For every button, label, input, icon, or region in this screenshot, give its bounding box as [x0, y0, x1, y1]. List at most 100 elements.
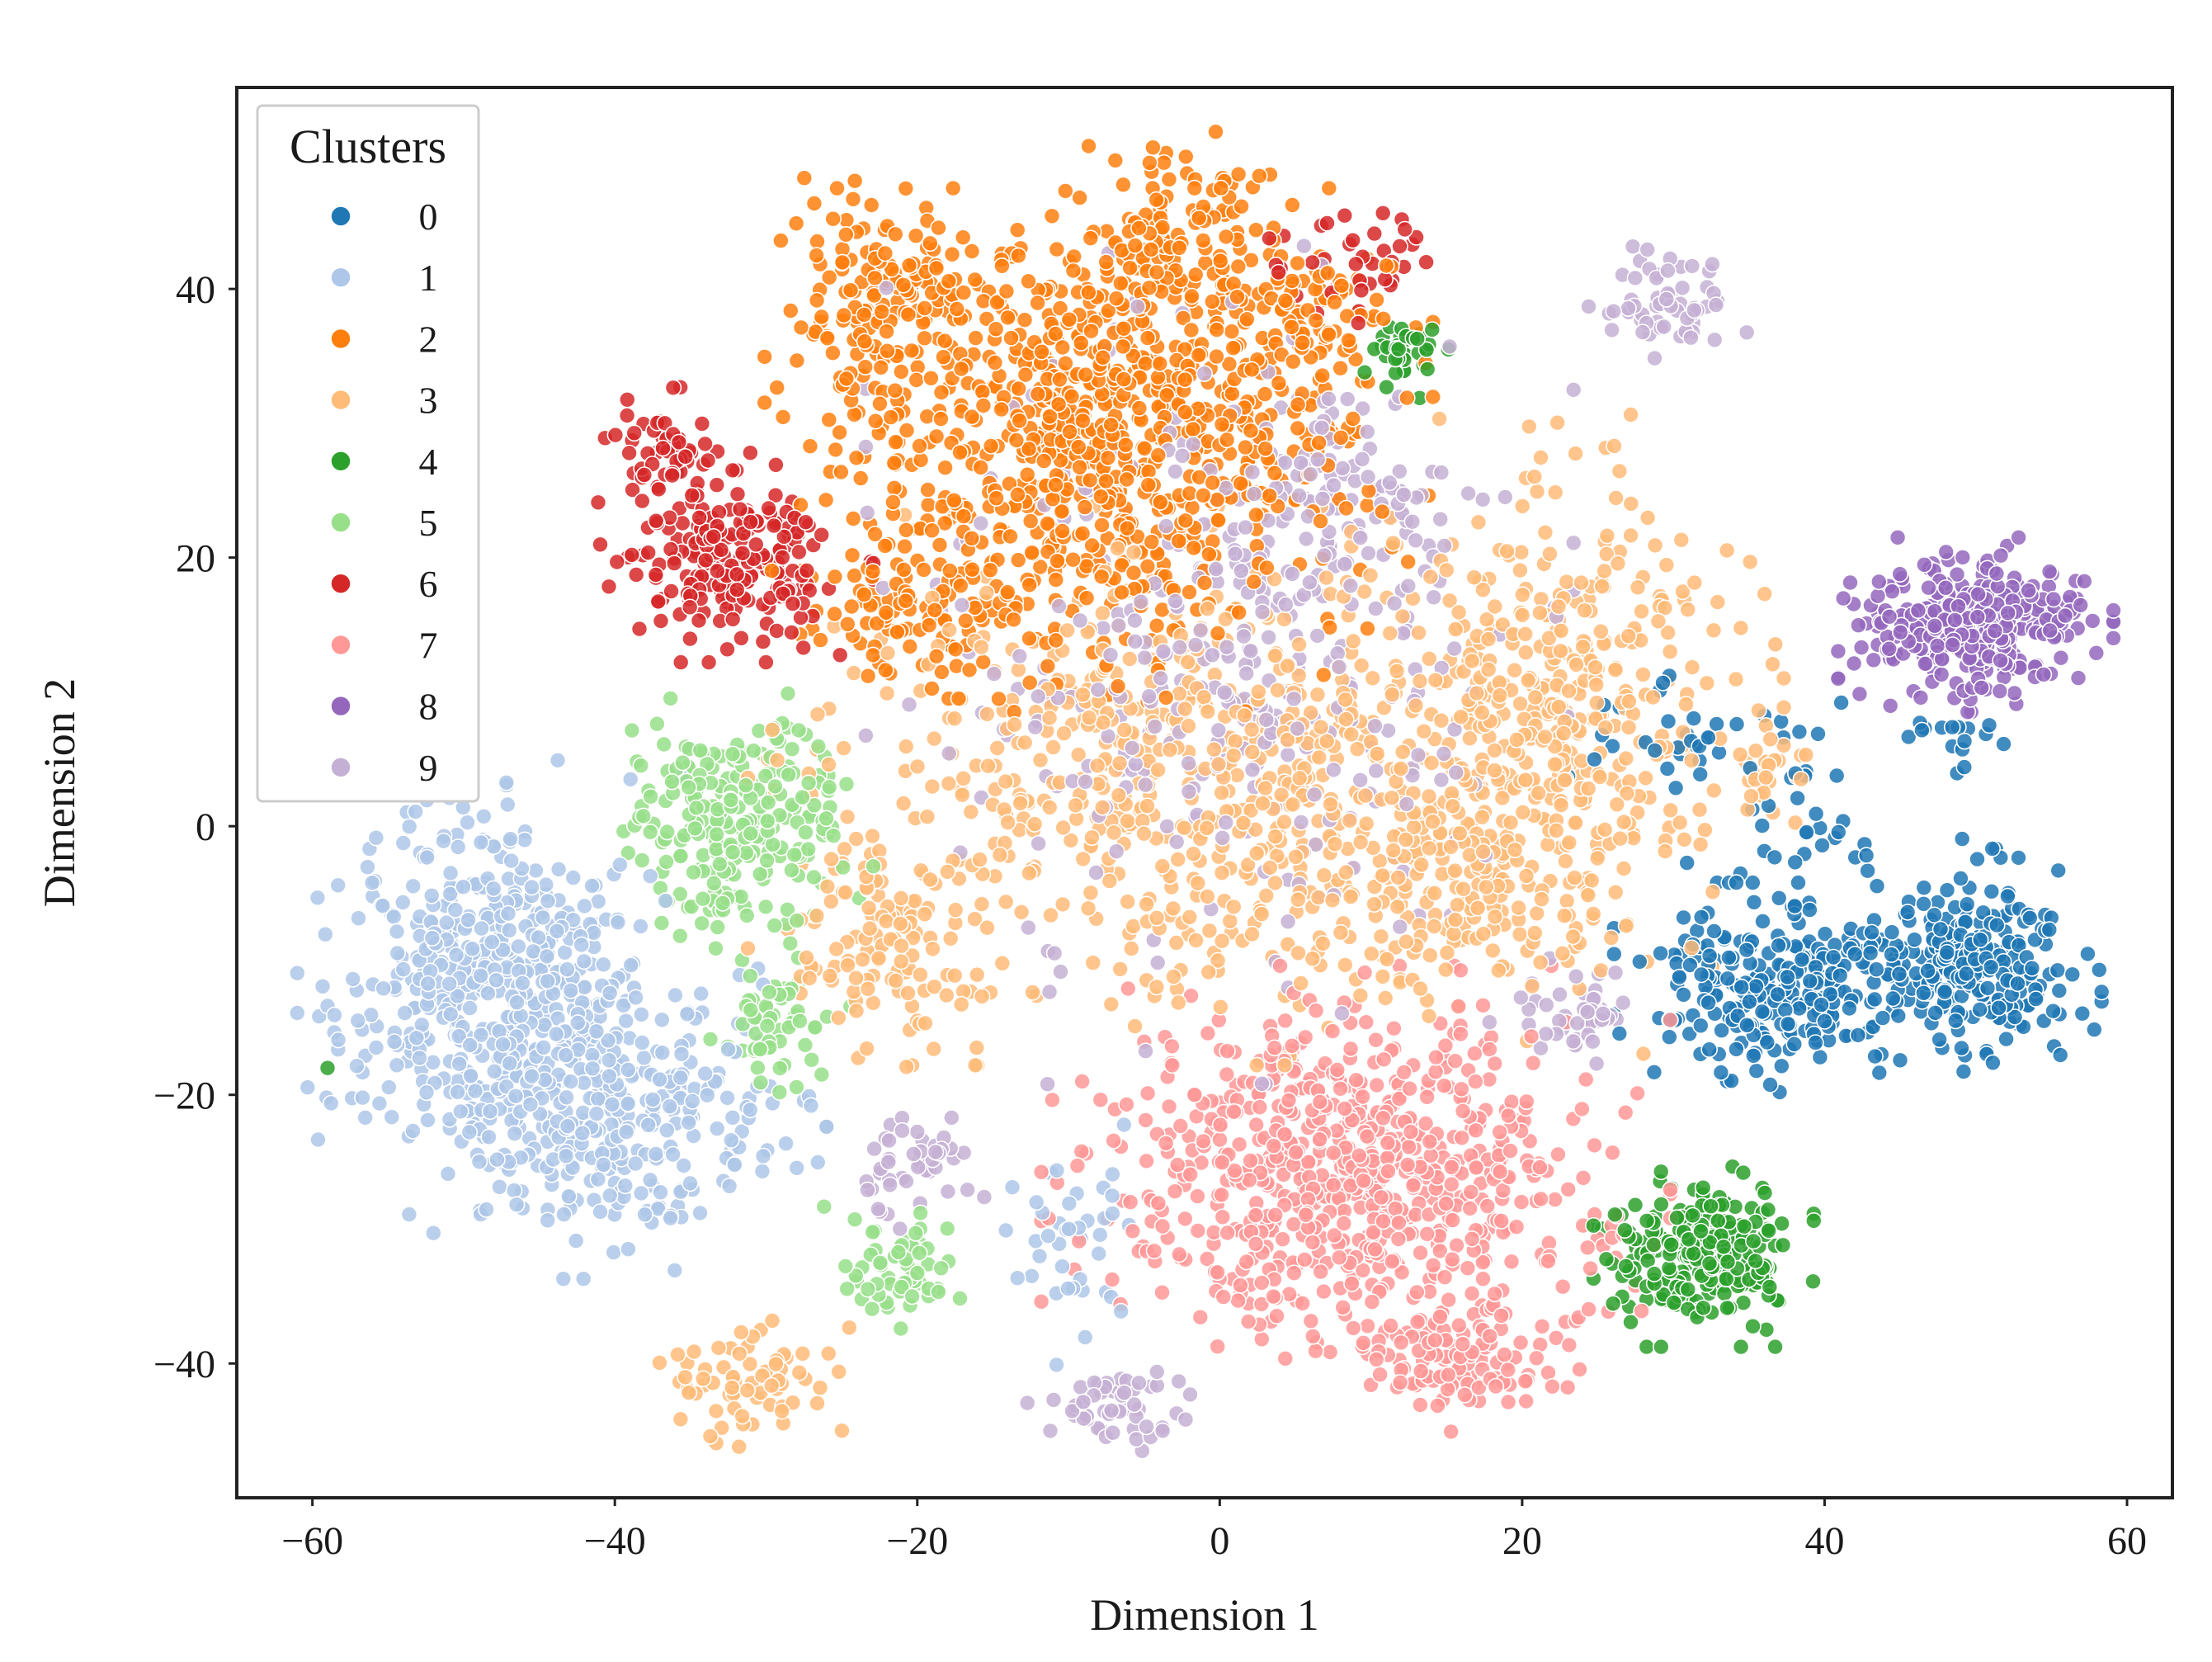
- point-cluster-0: [1999, 887, 2016, 905]
- point-cluster-3: [897, 738, 915, 755]
- point-cluster-2: [1155, 153, 1172, 172]
- point-cluster-0: [1700, 1041, 1718, 1058]
- point-cluster-2: [1039, 657, 1057, 675]
- point-cluster-3: [1422, 947, 1439, 964]
- point-cluster-3: [1662, 801, 1679, 819]
- point-cluster-3: [651, 1354, 668, 1372]
- point-cluster-8: [1916, 555, 1933, 574]
- point-cluster-9: [1126, 611, 1144, 630]
- point-cluster-1: [316, 925, 334, 943]
- point-cluster-7: [1368, 1076, 1385, 1094]
- point-cluster-5: [709, 918, 727, 936]
- point-cluster-3: [738, 1381, 757, 1400]
- point-cluster-2: [1358, 497, 1376, 514]
- point-cluster-7: [1427, 1063, 1445, 1081]
- point-cluster-7: [1424, 1257, 1442, 1274]
- point-cluster-2: [1016, 366, 1035, 384]
- point-cluster-3: [941, 930, 960, 947]
- point-cluster-9: [1620, 300, 1637, 318]
- point-cluster-9: [894, 1121, 911, 1140]
- point-cluster-7: [1463, 1285, 1481, 1302]
- point-cluster-2: [963, 243, 981, 260]
- point-cluster-3: [1560, 833, 1578, 852]
- point-cluster-8: [1852, 639, 1870, 656]
- point-cluster-3: [1356, 786, 1375, 805]
- point-cluster-4: [1585, 1216, 1602, 1235]
- point-cluster-6: [768, 622, 785, 640]
- point-cluster-8: [2010, 528, 2027, 546]
- point-cluster-7: [1574, 1169, 1592, 1187]
- point-cluster-1: [460, 1123, 479, 1141]
- point-cluster-1: [407, 803, 425, 820]
- point-cluster-3: [1374, 968, 1392, 985]
- point-cluster-2: [1115, 176, 1132, 194]
- point-cluster-7: [1479, 1197, 1497, 1215]
- point-cluster-9: [1551, 985, 1568, 1003]
- point-cluster-3: [1528, 483, 1546, 501]
- point-cluster-7: [1177, 1210, 1194, 1228]
- point-cluster-9: [1584, 1032, 1601, 1051]
- point-cluster-3: [1310, 748, 1328, 767]
- point-cluster-0: [1979, 980, 1997, 997]
- point-cluster-2: [915, 561, 932, 578]
- point-cluster-3: [1105, 824, 1123, 842]
- point-cluster-1: [592, 1203, 609, 1221]
- point-cluster-3: [1683, 659, 1701, 676]
- point-cluster-1: [348, 1057, 366, 1074]
- point-cluster-2: [801, 437, 819, 456]
- point-cluster-3: [1512, 695, 1529, 713]
- point-cluster-3: [701, 1428, 719, 1445]
- point-cluster-3: [946, 901, 965, 918]
- point-cluster-2: [1065, 248, 1082, 266]
- point-cluster-2: [893, 363, 910, 380]
- point-cluster-2: [795, 169, 814, 187]
- point-cluster-9: [1391, 462, 1408, 480]
- point-cluster-3: [1304, 950, 1322, 967]
- point-cluster-2: [930, 219, 947, 237]
- point-cluster-9: [943, 1109, 960, 1126]
- point-cluster-4: [1653, 1196, 1670, 1213]
- point-cluster-3: [1622, 495, 1640, 512]
- point-cluster-2: [932, 384, 950, 401]
- point-cluster-9: [1089, 681, 1107, 699]
- point-cluster-1: [449, 838, 467, 856]
- point-cluster-2: [1018, 465, 1036, 484]
- point-cluster-3: [978, 584, 995, 602]
- point-cluster-1: [653, 1044, 672, 1061]
- point-cluster-4: [1756, 1184, 1774, 1202]
- point-cluster-2: [1332, 428, 1350, 446]
- point-cluster-6: [600, 578, 618, 596]
- point-cluster-3: [1705, 781, 1723, 800]
- point-cluster-2: [1113, 556, 1130, 574]
- point-cluster-7: [1145, 1242, 1163, 1260]
- point-cluster-3: [979, 757, 997, 775]
- point-cluster-7: [1528, 1349, 1545, 1367]
- point-cluster-7: [1214, 1208, 1232, 1226]
- point-cluster-7: [1502, 1093, 1521, 1111]
- point-cluster-3: [694, 1370, 712, 1388]
- point-cluster-6: [733, 629, 750, 647]
- point-cluster-7: [1517, 1392, 1535, 1410]
- point-cluster-3: [1247, 1056, 1266, 1074]
- point-cluster-9: [1126, 633, 1144, 650]
- point-cluster-8: [1948, 565, 1966, 583]
- point-cluster-5: [672, 848, 690, 865]
- point-cluster-7: [1390, 1214, 1408, 1231]
- point-cluster-0: [1712, 1064, 1730, 1081]
- point-cluster-2: [1229, 165, 1247, 183]
- point-cluster-2: [1144, 139, 1162, 156]
- point-cluster-5: [779, 685, 797, 702]
- point-cluster-3: [800, 970, 818, 987]
- point-cluster-3: [1587, 659, 1604, 677]
- point-cluster-3: [988, 739, 1006, 757]
- point-cluster-7: [1321, 1343, 1339, 1361]
- point-cluster-2: [1359, 620, 1376, 638]
- point-cluster-3: [1469, 513, 1488, 531]
- point-cluster-2: [1060, 310, 1078, 328]
- point-cluster-2: [877, 661, 894, 679]
- point-cluster-7: [1253, 1330, 1271, 1348]
- point-cluster-1: [1054, 1258, 1071, 1275]
- point-cluster-3: [991, 846, 1009, 864]
- point-cluster-3: [1696, 821, 1714, 839]
- point-cluster-6: [767, 456, 785, 474]
